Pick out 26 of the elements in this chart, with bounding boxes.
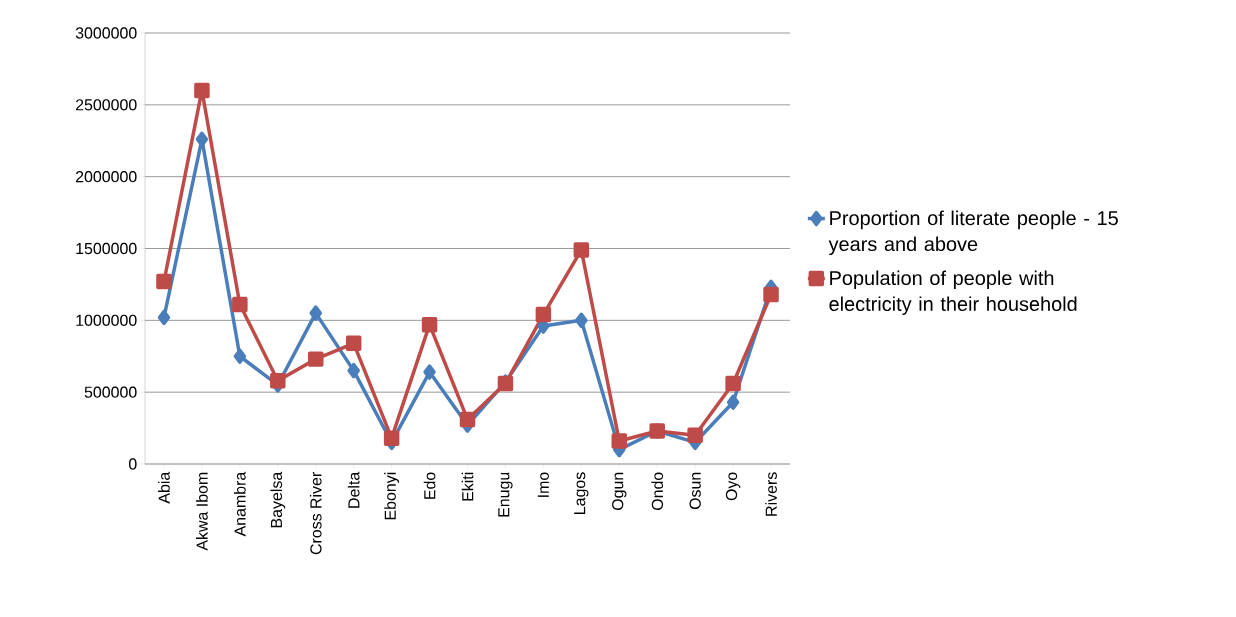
x-tick-label: Edo <box>423 472 436 499</box>
x-tick-label: Abia <box>158 471 170 504</box>
legend-label: Population of people with electricity in their household <box>829 270 1077 315</box>
x-tick-label: Imo <box>537 472 549 497</box>
y-tick-label: 1000000 <box>76 314 137 326</box>
y-tick-label: 2500000 <box>75 99 137 111</box>
x-tick-label: Lagos <box>574 472 589 514</box>
x-tick-label: Bayelsa <box>270 471 286 528</box>
x-tick-label: Rivers <box>765 472 777 516</box>
x-tick-label: Anambra <box>234 471 246 537</box>
legend-label: Proportion of literate people - 15 years and above <box>828 210 1118 256</box>
x-tick-label: Enugu <box>498 472 513 517</box>
x-tick-label: Cross River <box>309 472 322 555</box>
y-tick-label: 500000 <box>84 386 137 398</box>
x-tick-label: Delta <box>347 471 360 508</box>
x-tick-label: Ogun <box>612 472 627 511</box>
y-tick-label: 3000000 <box>75 27 137 39</box>
y-tick-label: 0 <box>128 458 137 470</box>
x-tick-label: Ebonyi <box>384 472 400 520</box>
y-tick-label: 1500000 <box>76 242 137 255</box>
y-tick-label: 2000000 <box>75 171 137 183</box>
x-tick-label: Osun <box>689 472 701 510</box>
x-tick-label: Akwa Ibom <box>196 472 208 551</box>
x-tick-label: Ondo <box>651 472 664 511</box>
x-tick-label: Ekiti <box>461 472 474 501</box>
x-tick-label: Oyo <box>725 472 741 501</box>
